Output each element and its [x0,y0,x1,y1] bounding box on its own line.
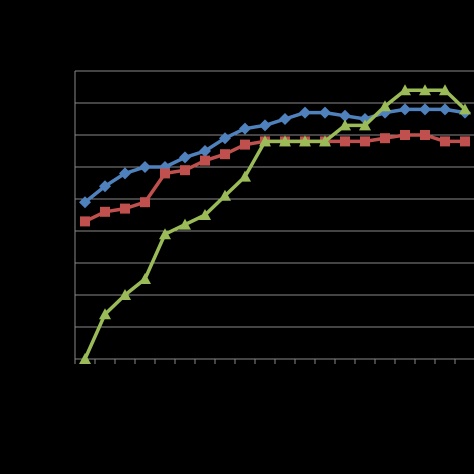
y-tick-label: 6 [61,161,67,173]
data-point [140,197,150,208]
y-tick-label: 2 [61,289,67,301]
data-point [240,139,250,150]
data-point [139,161,151,173]
data-point [319,106,331,119]
data-point [359,119,371,131]
data-point [199,145,211,157]
data-point [220,149,230,160]
data-point [79,196,91,209]
data-point [199,209,211,220]
data-point [259,119,271,132]
data-point [100,206,110,217]
data-point [239,170,251,182]
data-point [179,218,191,230]
data-point [279,113,291,125]
data-point [360,136,370,147]
data-point [299,135,311,147]
data-point [179,151,191,164]
data-point [259,135,271,147]
data-point [219,189,231,201]
data-point [380,133,390,144]
data-point [399,84,411,96]
data-point [339,109,351,122]
data-point [180,165,190,176]
y-tick-label: 0 [61,353,67,365]
data-point [340,136,350,147]
data-point [459,103,471,115]
data-point [460,136,470,147]
y-tick-label: 4 [61,225,67,237]
data-point [99,180,111,193]
data-point [80,216,90,227]
data-point [159,228,171,240]
y-tick-label: 1 [61,321,67,333]
data-point [200,155,210,166]
data-point [440,136,450,147]
data-point [439,103,451,116]
data-point [99,308,111,320]
y-tick-label: 8 [61,97,67,109]
data-point [319,135,331,147]
data-point [299,106,311,119]
data-point [419,103,431,116]
y-tick-label: 3 [61,257,67,269]
data-point [420,130,430,140]
data-point [279,135,291,147]
data-point [119,167,131,180]
data-point [400,130,410,140]
data-point [439,84,451,96]
data-point [119,289,131,300]
data-point [139,273,151,284]
data-point [79,353,91,364]
data-point [219,132,231,145]
data-point [419,84,431,96]
y-tick-label: 9 [61,65,67,77]
data-point [160,168,170,179]
data-point [379,100,391,112]
data-point [399,103,411,116]
data-point [120,203,130,214]
y-tick-label: 7 [61,129,67,141]
data-point [339,119,351,131]
y-tick-label: 5 [61,193,67,205]
data-point [239,122,251,135]
